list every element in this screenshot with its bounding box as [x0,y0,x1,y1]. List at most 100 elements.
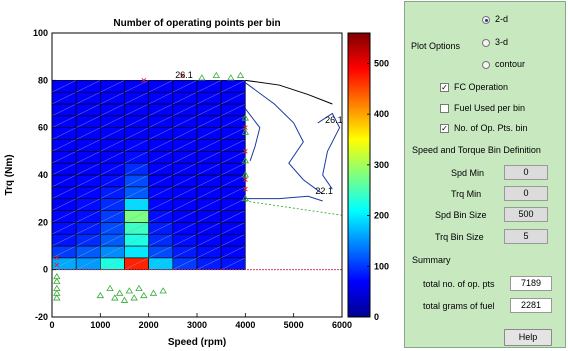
cell-diagonal [148,91,173,105]
cell-diagonal [124,115,149,128]
cell-diagonal [196,186,222,199]
cell-diagonal [76,115,101,128]
x-marker [243,186,248,192]
cell-diagonal [52,174,77,188]
cell-diagonal [52,186,77,199]
cell-diagonal [172,186,198,199]
y-tick-label: 20 [38,217,48,227]
cell-diagonal [196,139,222,152]
cell-diagonal [148,103,173,117]
cell-diagonal [196,151,222,164]
cell-diagonal [196,233,222,247]
contour-annotation: 26.1 [175,70,193,80]
cell-diagonal [221,127,246,140]
cell-diagonal [76,162,101,176]
y-axis-label: Trq (Nm) [4,154,15,195]
cell-diagonal [100,115,125,128]
x-marker [180,73,185,78]
triangle-marker [227,74,235,81]
colorbar-tick-label: 500 [374,58,389,68]
radio-contour[interactable] [482,61,490,69]
cell-diagonal [221,151,246,164]
trq-bin-size-field[interactable]: 5 [504,229,548,244]
triangle-marker [125,287,134,294]
total-op-pts-field[interactable]: 7189 [510,276,552,291]
cell-diagonal [148,222,173,235]
cell-diagonal [172,127,198,140]
cell-diagonal [52,151,77,164]
cell-diagonal [148,127,173,140]
cell-diagonal [100,198,125,211]
help-button[interactable]: Help [504,329,552,346]
boundary-curve [245,82,323,195]
cell-diagonal [196,245,222,259]
spd-min-label: Spd Min [451,168,485,178]
cell-diagonal [221,91,246,105]
cell-diagonal [148,151,173,164]
cell-diagonal [76,257,101,270]
radio-3d[interactable] [482,39,490,47]
cell-diagonal [221,80,246,93]
cell-diagonal [148,210,173,223]
cell-diagonal [172,103,198,117]
op-pts-checkbox[interactable]: ✓ [440,124,449,133]
cell-diagonal [172,151,198,164]
spd-bin-size-field[interactable]: 500 [504,207,548,222]
cell-diagonal [221,174,246,188]
fc-operation-checkbox[interactable]: ✓ [440,83,449,92]
triangle-marker [111,294,119,301]
cell-diagonal [221,115,246,128]
cell-diagonal [196,257,222,270]
cell-diagonal [100,91,125,105]
cell-diagonal [221,103,246,117]
colorbar-tick-label: 100 [374,261,389,271]
cell-diagonal [76,245,101,259]
cell-diagonal [76,186,101,199]
cell-diagonal [221,233,246,247]
colorbar-tick-label: 200 [374,211,389,221]
cell-diagonal [76,233,101,247]
y-tick-label: 40 [38,170,48,180]
radio-2d[interactable] [482,16,490,24]
cell-diagonal [76,222,101,235]
op-pts-label: No. of Op. Pts. bin [454,123,528,133]
total-fuel-field[interactable]: 2281 [510,298,552,313]
fuel-used-checkbox[interactable] [440,104,449,113]
x-tick-label: 6000 [332,320,352,330]
radio-2d-label: 2-d [495,14,509,24]
triangle-marker [198,74,206,81]
cell-diagonal [100,233,125,247]
plot-options-label: Plot Options [411,41,461,51]
cell-diagonal [172,198,198,211]
x-tick-label: 0 [49,320,54,330]
triangle-marker [96,291,105,299]
triangle-marker [241,171,250,178]
cell-diagonal [52,162,77,176]
x-marker [54,262,60,268]
cell-diagonal [221,245,246,259]
cell-diagonal [124,198,149,211]
y-tick-label: 60 [38,123,48,133]
cell-diagonal [221,162,246,176]
cell-diagonal [172,245,198,259]
x-tick-label: 3000 [187,320,207,330]
x-marker [243,177,248,183]
contour-annotation: 22.1 [315,186,333,196]
cell-diagonal [148,174,173,188]
operating-points-plot: 26.126.122.1 0 1000 2000 3000 4000 5000 6000-2… [4,18,389,348]
plot-options-panel: Plot Options 2-d 3-d contour ✓ FC Operat… [404,1,566,348]
triangle-marker [212,71,221,78]
x-marker [54,255,60,261]
cell-diagonal [124,222,149,235]
cell-diagonal [76,80,101,93]
spd-min-field[interactable]: 0 [504,165,548,180]
cell-diagonal [76,127,101,140]
triangle-marker [241,114,250,121]
trq-min-field[interactable]: 0 [504,186,548,201]
triangle-marker [115,289,124,296]
bin-definition-title: Speed and Torque Bin Definition [412,145,541,155]
cell-diagonal [148,198,173,211]
cell-diagonal [52,127,77,140]
cell-diagonal [124,80,149,93]
chart-title: Number of operating points per bin [113,18,280,29]
